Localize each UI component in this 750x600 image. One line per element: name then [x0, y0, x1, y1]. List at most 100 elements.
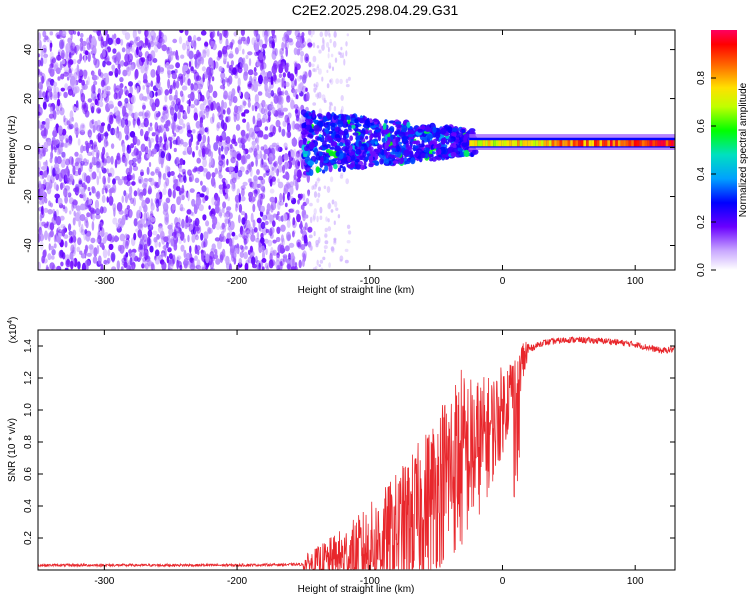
noise-blob	[55, 67, 61, 75]
noise-blob	[124, 118, 129, 126]
noise-blob	[124, 157, 128, 167]
y-tick-label: 0.4	[23, 499, 34, 513]
noise-blob	[42, 101, 47, 110]
noise-blob	[39, 229, 43, 237]
noise-blob	[345, 84, 350, 88]
noise-blob	[41, 124, 45, 129]
noise-blob	[131, 162, 137, 168]
transition-blob	[307, 160, 315, 167]
noise-blob	[324, 234, 328, 238]
noise-blob	[38, 32, 41, 41]
noise-blob	[38, 233, 41, 243]
noise-blob	[327, 202, 332, 210]
colorbar: 0.00.20.40.60.8 Normalized spectral ampl…	[696, 30, 749, 277]
noise-blob	[297, 199, 300, 205]
noise-blob	[45, 264, 49, 270]
noise-blob	[329, 38, 332, 44]
noise-blob	[105, 152, 109, 159]
noise-blob	[59, 215, 65, 221]
noise-blob	[114, 72, 118, 78]
noise-blob	[125, 127, 129, 135]
noise-blob	[90, 85, 95, 94]
noise-blob	[346, 33, 349, 37]
carrier-segment	[596, 140, 600, 147]
noise-blob	[119, 77, 124, 83]
noise-blob	[99, 242, 105, 248]
noise-blob	[293, 174, 297, 181]
noise-blob	[109, 104, 114, 109]
noise-blob	[63, 71, 69, 77]
noise-blob	[252, 115, 256, 125]
transition-blob	[463, 149, 470, 157]
noise-blob	[275, 236, 281, 243]
noise-blob	[294, 123, 300, 130]
noise-blob	[113, 128, 119, 136]
noise-blob	[260, 146, 264, 151]
noise-blob	[112, 48, 117, 54]
noise-blob	[136, 209, 142, 219]
noise-blob	[254, 43, 260, 52]
noise-blob	[136, 42, 142, 47]
transition-blob	[403, 120, 407, 127]
noise-blob	[189, 91, 195, 102]
noise-blob	[74, 127, 80, 136]
transition-blob	[407, 134, 414, 138]
noise-blob	[47, 103, 53, 108]
noise-blob	[123, 61, 129, 67]
noise-blob	[225, 38, 229, 48]
noise-blob	[288, 242, 295, 248]
carrier-segment	[588, 140, 592, 147]
noise-blob	[150, 69, 156, 78]
noise-blob	[301, 32, 305, 37]
noise-blob	[155, 168, 159, 174]
noise-blob	[326, 69, 329, 73]
noise-blob	[262, 214, 268, 221]
transition-blob	[340, 113, 345, 122]
transition-blob	[451, 127, 458, 132]
noise-blob	[47, 208, 53, 215]
noise-blob	[206, 90, 211, 100]
noise-blob	[151, 132, 156, 137]
noise-blob	[97, 230, 101, 239]
noise-blob	[274, 34, 277, 44]
noise-blob	[196, 224, 202, 234]
noise-blob	[269, 178, 273, 187]
noise-blob	[129, 131, 136, 138]
noise-blob	[150, 217, 156, 223]
noise-blob	[169, 84, 173, 92]
noise-blob	[241, 143, 246, 151]
carrier-segment	[514, 140, 518, 147]
noise-blob	[93, 57, 97, 66]
noise-blob	[70, 260, 74, 270]
noise-blob	[38, 226, 42, 235]
noise-blob	[171, 121, 176, 132]
noise-blob	[73, 187, 79, 193]
noise-blob	[179, 30, 184, 34]
noise-blob	[210, 151, 214, 159]
noise-blob	[179, 203, 184, 212]
noise-blob	[248, 58, 252, 67]
noise-blob	[150, 151, 155, 157]
noise-blob	[110, 155, 114, 165]
noise-blob	[57, 91, 60, 99]
noise-blob	[272, 220, 276, 228]
noise-blob	[86, 37, 92, 45]
noise-blob	[80, 187, 84, 195]
noise-blob	[161, 235, 166, 245]
noise-blob	[271, 166, 274, 172]
noise-blob	[226, 107, 231, 115]
noise-blob	[181, 218, 185, 229]
noise-blob	[294, 78, 298, 87]
noise-blob	[93, 80, 98, 86]
noise-blob	[228, 91, 233, 101]
noise-blob	[150, 263, 156, 270]
transition-blob	[405, 143, 409, 148]
noise-blob	[263, 165, 270, 171]
noise-blob	[80, 161, 85, 166]
carrier-segment	[535, 140, 539, 147]
noise-blob	[176, 180, 181, 187]
noise-blob	[56, 156, 62, 165]
noise-blob	[105, 141, 109, 147]
noise-blob	[167, 224, 173, 230]
noise-blob	[255, 188, 260, 195]
